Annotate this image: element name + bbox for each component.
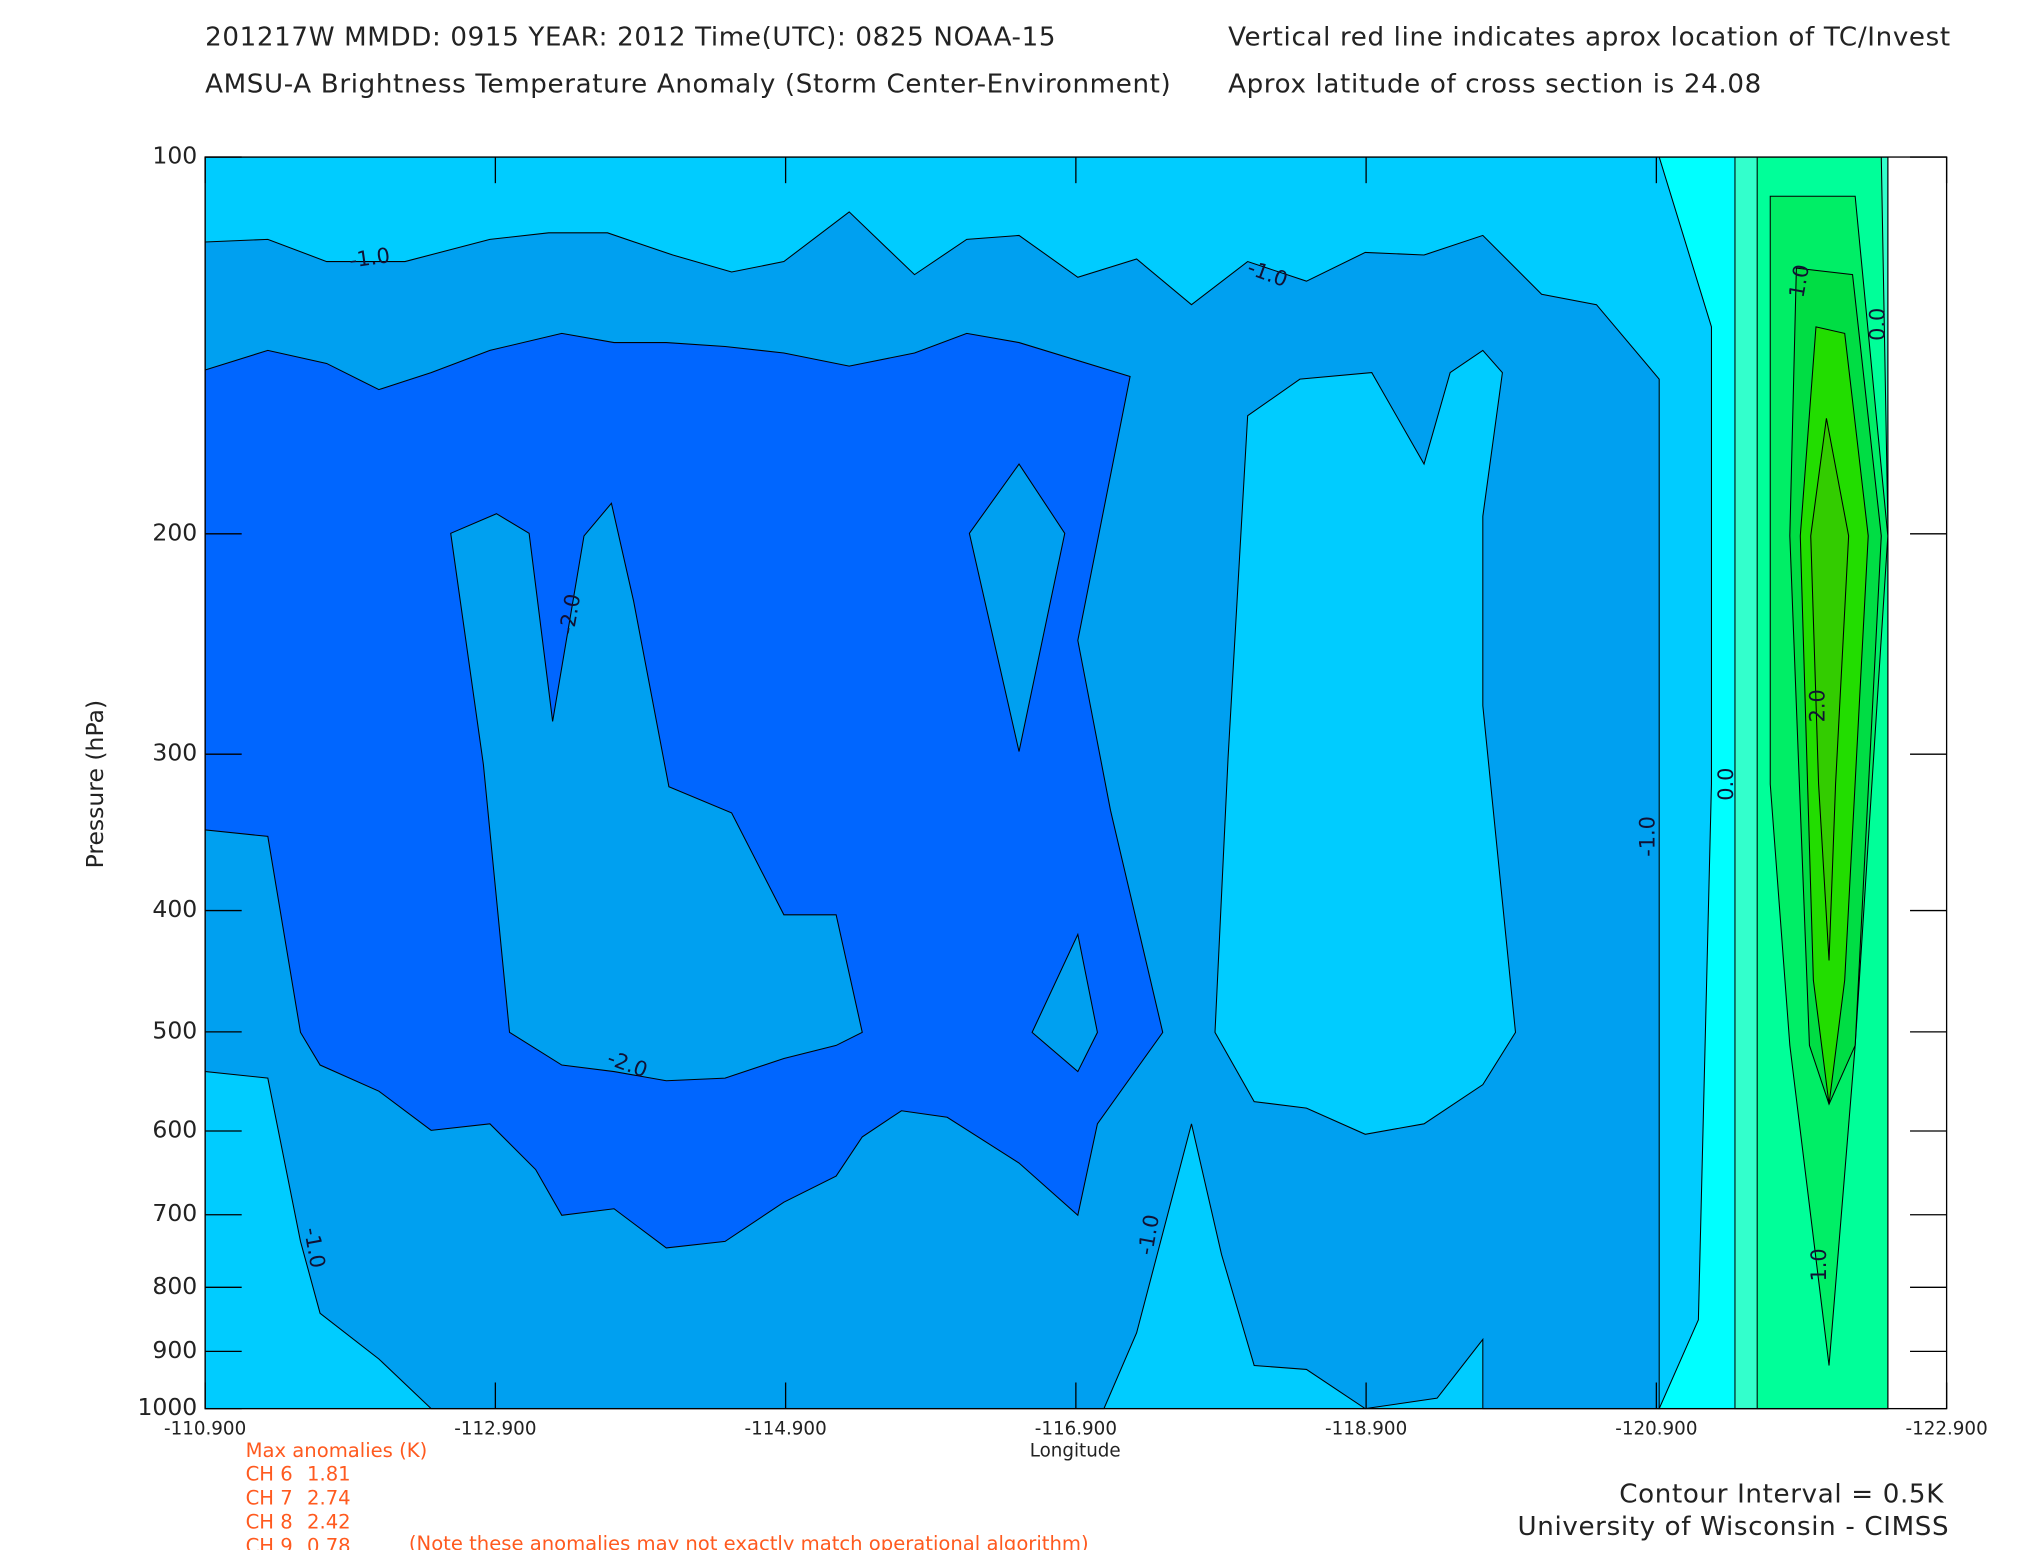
x-axis-label: Longitude <box>1030 1441 1121 1462</box>
x-tick-label: -114.900 <box>745 1419 827 1440</box>
note: Vertical red line indicates aprox locati… <box>1228 23 1951 53</box>
anomaly-note: (Note these anomalies may not exactly ma… <box>409 1532 1089 1550</box>
contour-region <box>1214 349 1517 1135</box>
channel-value: 2.42 <box>307 1511 351 1534</box>
contour-region <box>968 463 1066 752</box>
x-tick-label: -110.900 <box>164 1419 246 1440</box>
contour-label: -1.0 <box>1636 816 1660 857</box>
channel-value: 1.81 <box>307 1463 351 1486</box>
y-tick-label: 300 <box>152 739 197 767</box>
anomaly-title: Max anomalies (K) <box>246 1439 428 1462</box>
channel-name: CH 8 <box>246 1511 293 1534</box>
chart-title: 201217W MMDD: 0915 YEAR: 2012 Time(UTC):… <box>205 23 1056 53</box>
contour-interval: Contour Interval = 0.5K <box>1619 1479 1944 1509</box>
x-tick-label: -112.900 <box>454 1419 536 1440</box>
channel-name: CH 9 <box>246 1534 293 1550</box>
x-tick-label: -122.900 <box>1906 1419 1988 1440</box>
contour-label: -1.0 <box>348 243 392 272</box>
y-tick-label: 400 <box>152 895 197 923</box>
contour-region <box>450 502 863 1082</box>
x-tick-label: -120.900 <box>1615 1419 1697 1440</box>
contour-label: 0.0 <box>1714 768 1738 801</box>
contour-region <box>1031 932 1098 1073</box>
chart-subtitle: AMSU-A Brightness Temperature Anomaly (S… <box>205 70 1171 100</box>
contour-region <box>1810 418 1850 961</box>
y-tick-label: 800 <box>152 1272 197 1300</box>
channel-value: 0.78 <box>307 1534 351 1550</box>
y-tick-label: 600 <box>152 1115 197 1143</box>
plot-area: -1.0 -1.0-2.0-2.0-1.0 -1.0-1.00.00.01.02.0… <box>204 156 1890 1410</box>
y-tick-label: 700 <box>152 1199 197 1227</box>
note: Aprox latitude of cross section is 24.08 <box>1228 70 1762 100</box>
credit: University of Wisconsin - CIMSS <box>1517 1512 1949 1542</box>
y-tick-label: 500 <box>152 1016 197 1044</box>
y-tick-label: 200 <box>152 518 197 546</box>
contour-label: 2.0 <box>1806 689 1830 722</box>
contour-label: 0.0 <box>1866 308 1890 341</box>
y-tick-label: 100 <box>152 142 197 170</box>
y-tick-label: 900 <box>152 1336 197 1364</box>
x-tick-label: -118.900 <box>1325 1419 1407 1440</box>
y-tick-label: 1000 <box>137 1393 197 1421</box>
contour-label: 1.0 <box>1785 263 1814 300</box>
channel-name: CH 6 <box>246 1463 293 1486</box>
x-tick-label: -116.900 <box>1035 1419 1117 1440</box>
contour-label: 1.0 <box>1807 1248 1831 1281</box>
channel-value: 2.74 <box>307 1487 351 1510</box>
y-axis-label: Pressure (hPa) <box>81 700 109 869</box>
channel-name: CH 7 <box>246 1487 293 1510</box>
contour-region <box>204 332 1164 1249</box>
